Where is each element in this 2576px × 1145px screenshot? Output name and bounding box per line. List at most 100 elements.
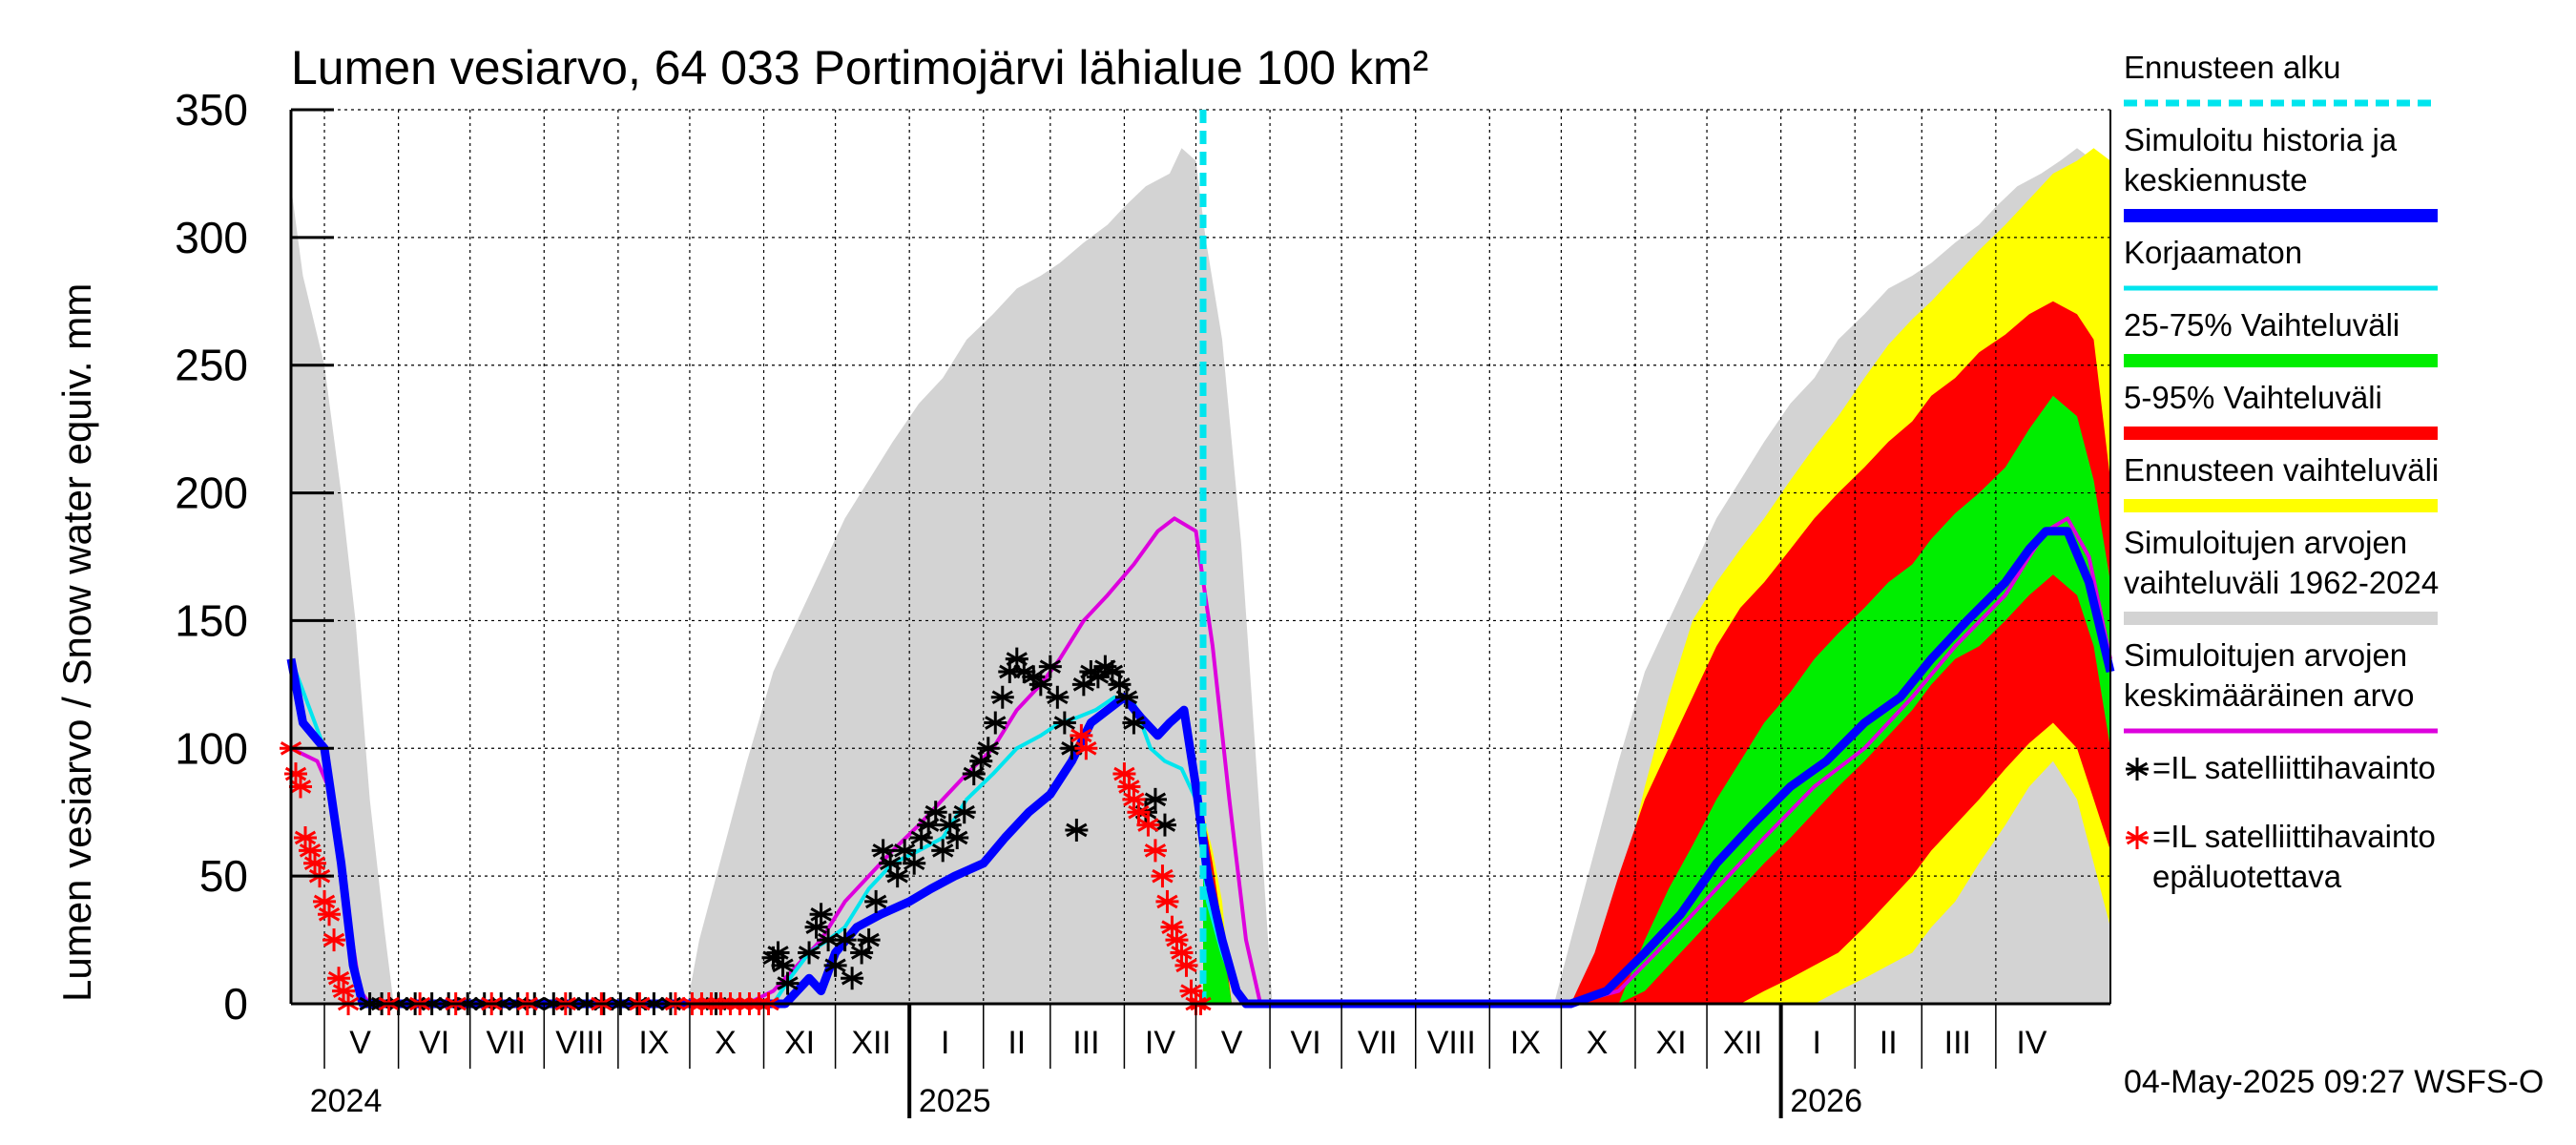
- obs-0-point-47: [969, 749, 993, 773]
- x-month-label-13: VI: [1291, 1025, 1321, 1061]
- obs-0-point-24: [798, 941, 821, 965]
- legend-label-9-line-0: =IL satelliittihavainto: [2152, 819, 2436, 854]
- obs-0-point-25: [804, 915, 828, 939]
- x-month-label-19: XII: [1723, 1025, 1763, 1061]
- y-tick-label-5: 250: [175, 341, 248, 390]
- legend-label-8: =IL satelliittihavainto: [2152, 750, 2436, 785]
- obs-0-point-57: [1046, 685, 1070, 709]
- legend-label-1: Simuloitu historia ja keskiennuste: [2124, 122, 2398, 198]
- x-year-label-0: 2024: [310, 1083, 383, 1119]
- legend-marker-8: [2126, 758, 2149, 781]
- obs-1-point-1: [284, 762, 308, 786]
- obs-1-point-4: [299, 839, 322, 863]
- obs-1-point-41: [1160, 915, 1184, 939]
- x-month-label-16: IX: [1510, 1025, 1541, 1061]
- legend-label-7-line-0: Simuloitujen arvojen: [2124, 637, 2407, 673]
- obs-0-point-44: [945, 825, 969, 849]
- obs-1-point-34: [1117, 775, 1141, 799]
- legend: Ennusteen alku Simuloitu historia ja keski…: [2124, 50, 2439, 894]
- legend-label-6-line-1: vaihteluväli 1962-2024: [2124, 565, 2439, 600]
- obs-0-point-32: [857, 928, 881, 952]
- x-month-label-9: II: [1008, 1025, 1026, 1061]
- obs-0-point-55: [1028, 673, 1052, 697]
- obs-1-point-9: [322, 928, 346, 952]
- legend-label-6-line-0: Simuloitujen arvojen: [2124, 525, 2407, 560]
- obs-0-point-37: [893, 839, 917, 863]
- x-month-label-14: VII: [1358, 1025, 1398, 1061]
- x-month-label-15: VIII: [1427, 1025, 1476, 1061]
- obs-1-point-43: [1170, 941, 1194, 965]
- obs-1-point-39: [1151, 864, 1174, 888]
- band-3: [1203, 301, 2110, 1004]
- obs-0-point-56: [1038, 655, 1062, 678]
- legend-label-6: Simuloitujen arvojen vaihteluväli 1962-20…: [2124, 525, 2439, 600]
- obs-0-point-60: [1065, 818, 1089, 842]
- x-month-label-20: I: [1812, 1025, 1820, 1061]
- obs-0-point-36: [885, 864, 909, 888]
- obs-1-point-31: [1070, 723, 1093, 747]
- obs-0-point-58: [1052, 711, 1076, 735]
- obs-0-point-33: [864, 889, 888, 913]
- obs-0-point-30: [841, 967, 864, 990]
- obs-0-point-21: [766, 941, 790, 965]
- legend-label-7: Simuloitujen arvojen keskimääräinen arvo: [2124, 637, 2414, 713]
- legend-label-9: =IL satelliittihavainto epäluotettava: [2152, 819, 2436, 894]
- x-month-label-11: IV: [1145, 1025, 1175, 1061]
- obs-1-point-38: [1143, 839, 1167, 863]
- obs-1-point-32: [1074, 737, 1098, 760]
- x-month-label-5: X: [715, 1025, 737, 1061]
- obs-1-point-40: [1155, 889, 1179, 913]
- obs-0-point-26: [809, 903, 833, 926]
- x-month-label-23: IV: [2016, 1025, 2046, 1061]
- x-month-label-3: VIII: [555, 1025, 604, 1061]
- x-month-label-17: X: [1587, 1025, 1609, 1061]
- obs-0-point-45: [952, 801, 976, 824]
- x-month-label-7: XII: [851, 1025, 891, 1061]
- x-year-label-2: 2026: [1790, 1083, 1862, 1119]
- obs-1-point-5: [303, 851, 327, 875]
- obs-0-point-28: [823, 953, 847, 977]
- obs-0-point-49: [984, 711, 1008, 735]
- band-0: [291, 148, 1273, 1004]
- x-month-label-1: VI: [419, 1025, 449, 1061]
- obs-1-point-35: [1122, 787, 1146, 811]
- obs-1-point-37: [1136, 813, 1160, 837]
- obs-0-point-70: [1143, 787, 1167, 811]
- obs-1-point-7: [313, 889, 337, 913]
- y-tick-label-7: 350: [175, 85, 248, 135]
- y-tick-label-1: 50: [199, 851, 248, 901]
- y-tick-label-3: 150: [175, 595, 248, 645]
- x-month-label-8: I: [941, 1025, 949, 1061]
- obs-0-point-29: [833, 928, 857, 952]
- y-tick-label-0: 0: [223, 979, 248, 1029]
- legend-label-8-line-0: =IL satelliittihavainto: [2152, 750, 2436, 785]
- legend-label-0-line-0: Ennusteen alku: [2124, 50, 2341, 85]
- legend-label-2-line-0: Korjaamaton: [2124, 235, 2302, 270]
- legend-label-5-line-0: Ennusteen vaihteluväli: [2124, 452, 2439, 488]
- legend-label-4: 5-95% Vaihteluväli: [2124, 380, 2382, 415]
- y-tick-label-2: 100: [175, 723, 248, 773]
- obs-1-point-33: [1112, 762, 1136, 786]
- legend-label-4-line-0: 5-95% Vaihteluväli: [2124, 380, 2382, 415]
- obs-0-point-68: [1122, 711, 1146, 735]
- x-month-label-22: III: [1944, 1025, 1971, 1061]
- obs-0-point-22: [771, 953, 795, 977]
- obs-0-point-41: [924, 801, 947, 824]
- chart-title: Lumen vesiarvo, 64 033 Portimojärvi lähi…: [291, 41, 1428, 94]
- obs-0-point-38: [903, 851, 926, 875]
- y-axis-label: Lumen vesiarvo / Snow water equiv. mm: [54, 283, 99, 1002]
- series-line-7: [286, 527, 2115, 1009]
- grid-layer: [291, 109, 2110, 1004]
- legend-marker-9: [2126, 826, 2149, 849]
- y-tick-label-6: 300: [175, 213, 248, 262]
- legend-label-1-line-1: keskiennuste: [2124, 162, 2308, 198]
- obs-1-point-10: [327, 967, 351, 990]
- legend-label-7-line-1: keskimääräinen arvo: [2124, 677, 2414, 713]
- footer-timestamp: 04-May-2025 09:27 WSFS-O: [2124, 1064, 2544, 1100]
- obs-1-point-2: [289, 775, 313, 799]
- obs-1-point-42: [1165, 928, 1189, 952]
- legend-label-5: Ennusteen vaihteluväli: [2124, 452, 2439, 488]
- x-month-label-21: II: [1880, 1025, 1898, 1061]
- obs-0-point-23: [776, 971, 800, 995]
- x-month-label-18: XI: [1655, 1025, 1686, 1061]
